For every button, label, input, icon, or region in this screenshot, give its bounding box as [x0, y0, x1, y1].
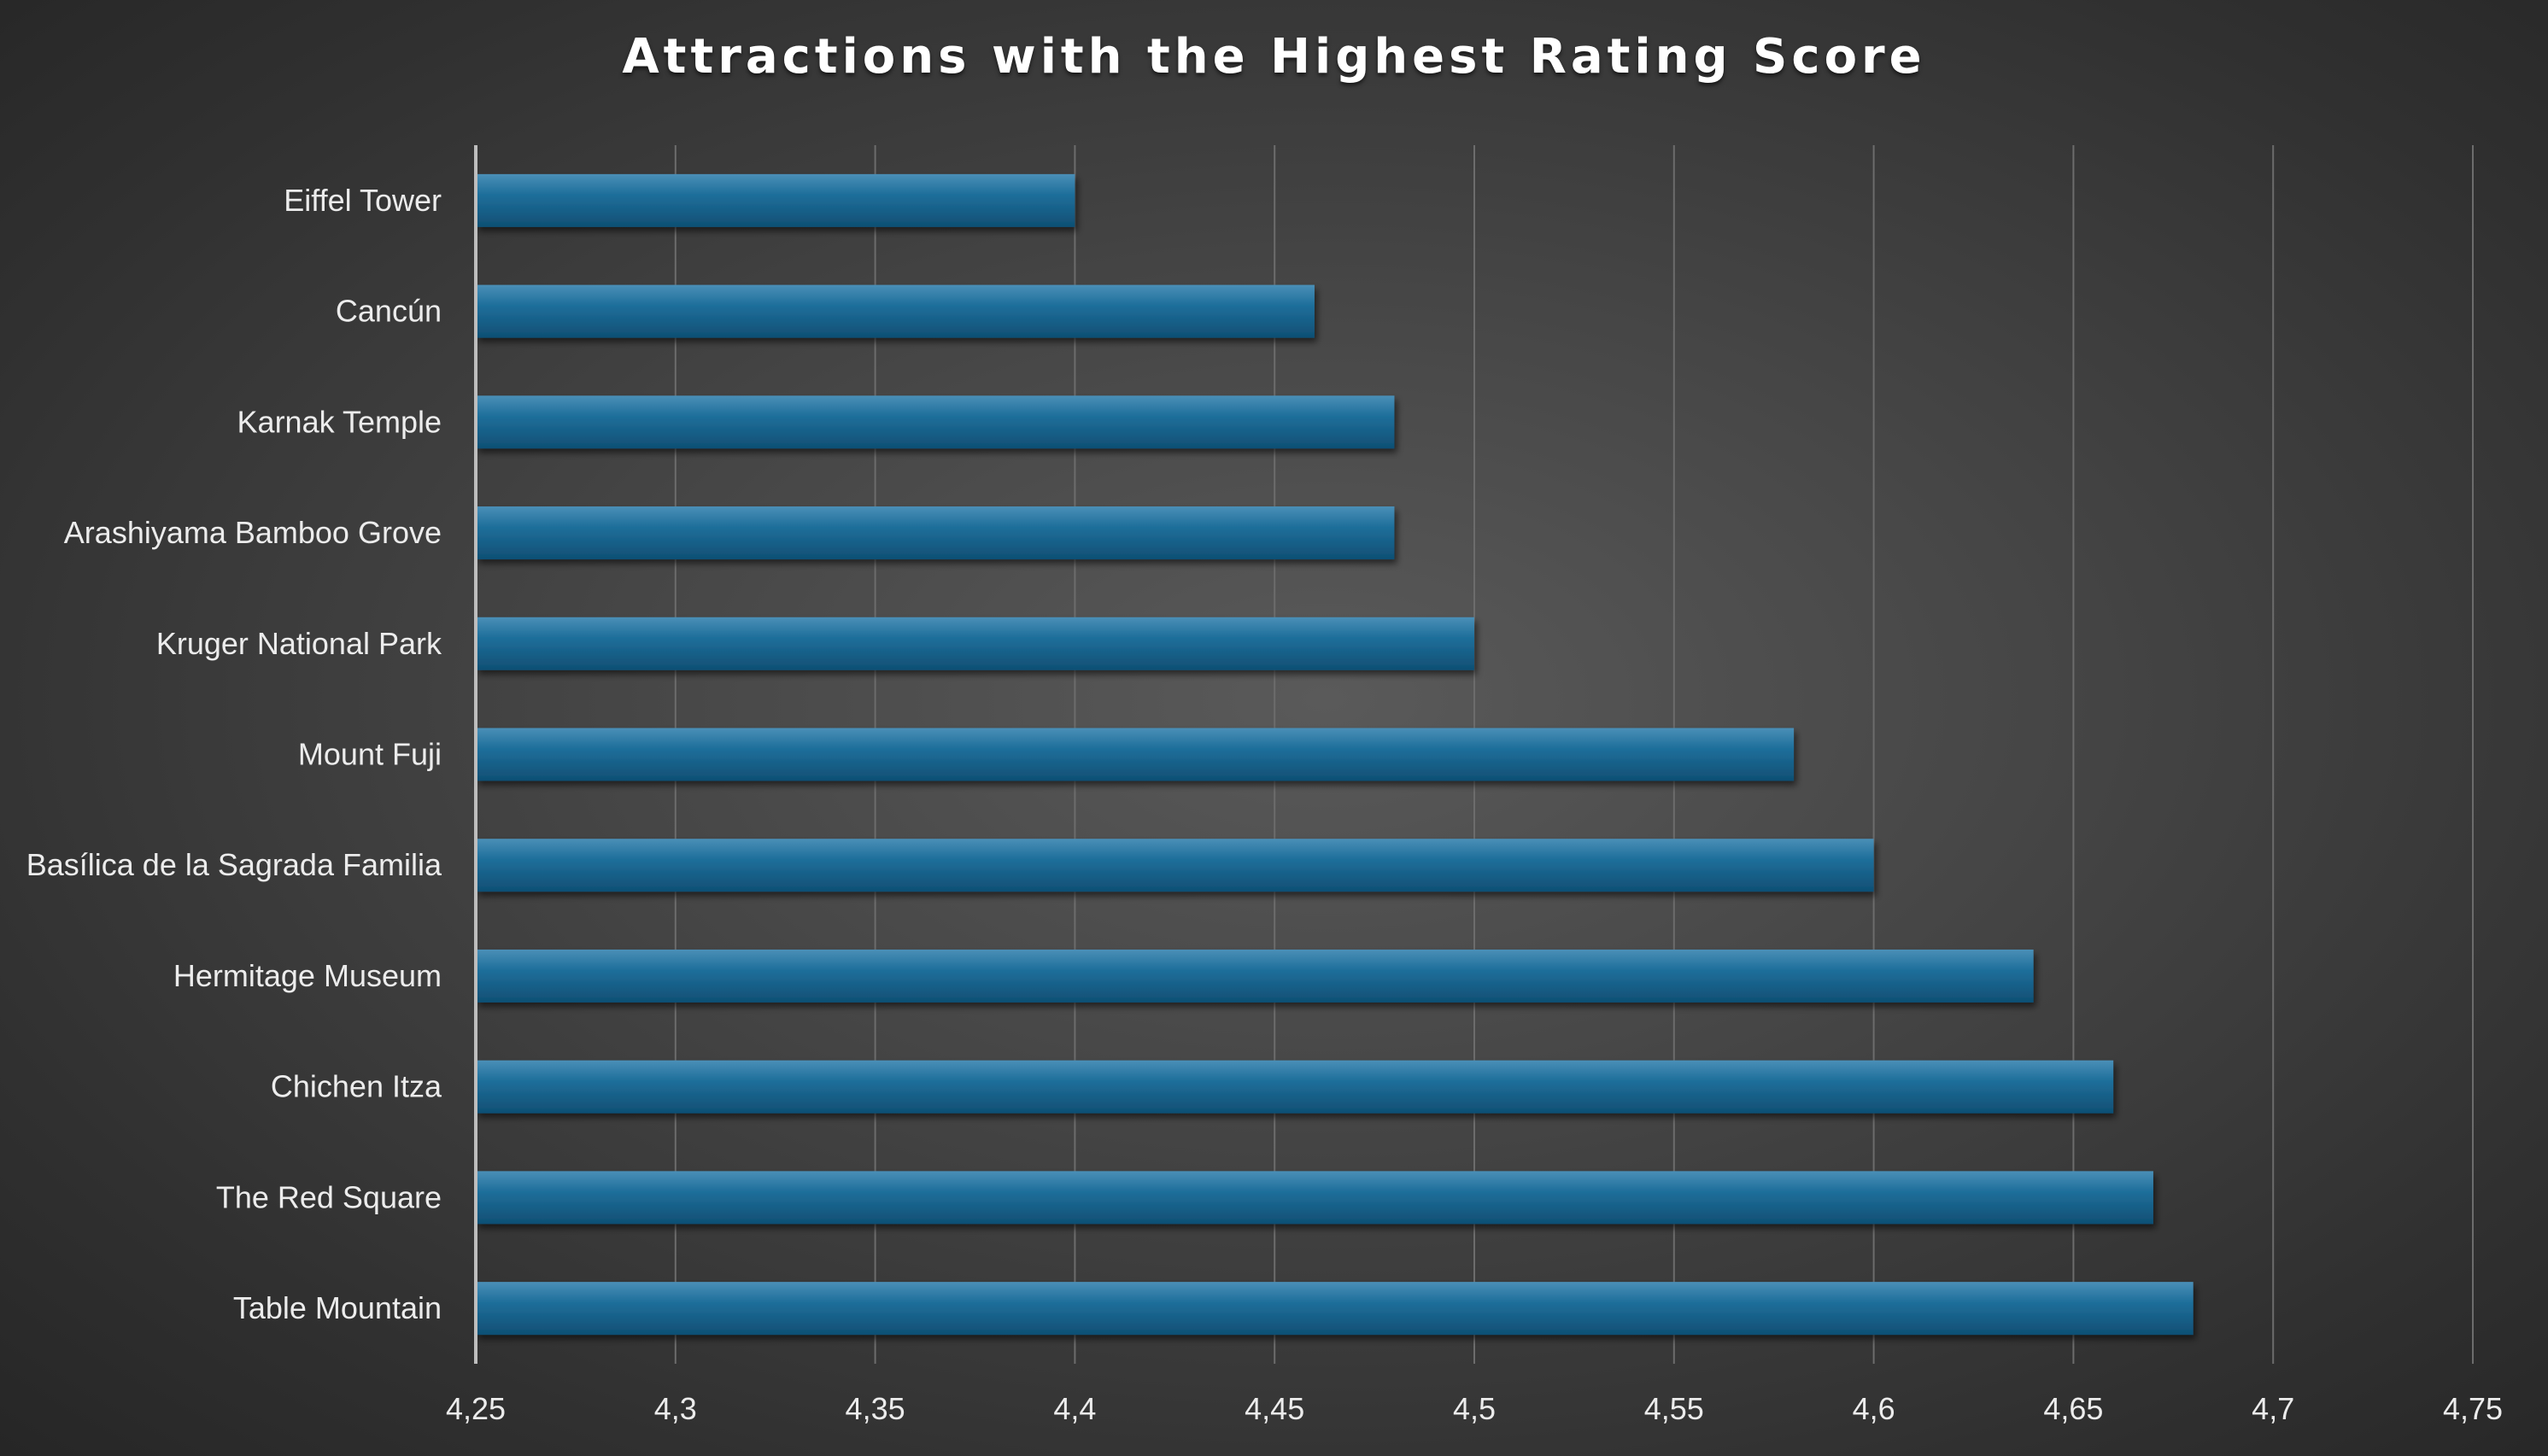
bar: [476, 173, 1075, 227]
category-label: Cancún: [336, 294, 442, 329]
bar: [476, 284, 1315, 338]
bar: [476, 1171, 2153, 1225]
bar: [476, 395, 1395, 449]
category-label: Hermitage Museum: [173, 958, 442, 993]
x-tick-label: 4,45: [1245, 1391, 1304, 1426]
x-tick-label: 4,7: [2252, 1391, 2294, 1426]
x-tick-label: 4,75: [2443, 1391, 2503, 1426]
x-tick-label: 4,55: [1644, 1391, 1704, 1426]
bar: [476, 949, 2034, 1003]
bars: [476, 173, 2194, 1336]
category-label: The Red Square: [216, 1179, 442, 1214]
bar: [476, 617, 1474, 670]
x-tick-label: 4,4: [1053, 1391, 1096, 1426]
category-label: Eiffel Tower: [284, 183, 442, 218]
category-label: Arashiyama Bamboo Grove: [64, 515, 442, 550]
category-label: Mount Fuji: [298, 737, 442, 772]
bar: [476, 839, 1874, 892]
category-label: Karnak Temple: [237, 404, 442, 439]
category-label: Kruger National Park: [156, 626, 442, 661]
bar: [476, 1282, 2194, 1336]
bar: [476, 728, 1795, 781]
x-tick-label: 4,25: [446, 1391, 506, 1426]
x-tick-label: 4,65: [2043, 1391, 2103, 1426]
x-axis-tick-labels: 4,25 4,3 4,35 4,4 4,45 4,5 4,55 4,6 4,65 4,7 4,75: [446, 1391, 2503, 1426]
x-tick-label: 4,6: [1853, 1391, 1895, 1426]
x-tick-label: 4,3: [654, 1391, 697, 1426]
category-label: Chichen Itza: [271, 1069, 442, 1104]
category-labels: Eiffel Tower Cancún Karnak Temple Arashiyam…: [26, 183, 442, 1325]
x-tick-label: 4,5: [1453, 1391, 1496, 1426]
category-label: Basílica de la Sagrada Familia: [26, 847, 442, 882]
bar: [476, 1060, 2114, 1114]
chart-title: Attractions with the Highest Rating Scor…: [622, 29, 1926, 85]
category-label: Table Mountain: [233, 1290, 442, 1325]
x-tick-label: 4,35: [846, 1391, 905, 1426]
bar: [476, 506, 1395, 560]
